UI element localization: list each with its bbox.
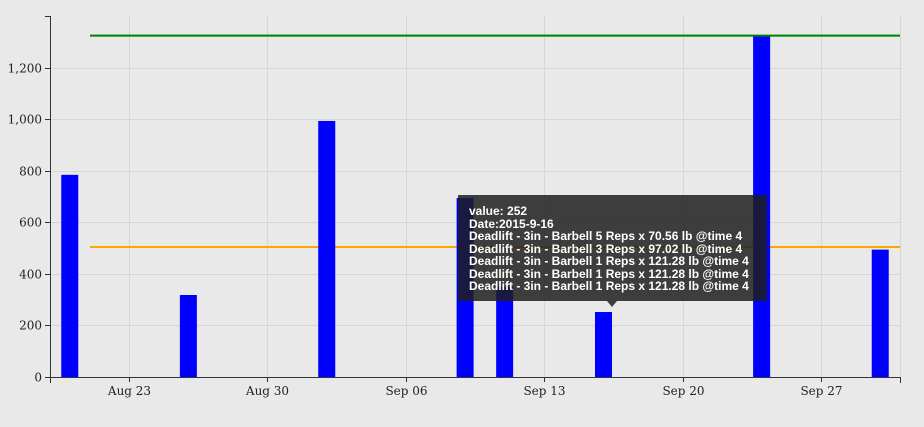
x-tick-label: Sep 20	[662, 384, 704, 398]
bar	[496, 286, 514, 377]
bar	[871, 249, 889, 377]
y-tick-label: 1,200	[8, 62, 42, 76]
bar-tooltip: value: 252 Date:2015-9-16 Deadlift - 3in…	[458, 195, 767, 301]
x-tick-label: Sep 27	[800, 384, 842, 398]
tooltip-line: Date:2015-9-16	[469, 216, 554, 231]
y-tick-label: 0	[34, 371, 42, 385]
tooltip-line: Deadlift - 3in - Barbell 1 Reps x 121.28…	[469, 266, 749, 281]
axes: 0 200 400 600 800 1,000 1,200 Aug 23 Aug 30 Sep 0…	[8, 16, 901, 398]
tooltip-line: Deadlift - 3in - Barbell 1 Reps x 121.28…	[469, 279, 749, 293]
tooltip-line: Deadlift - 3in - Barbell 3 Reps x 97.02 …	[469, 241, 743, 256]
x-tick-label: Sep 06	[385, 384, 427, 398]
bar	[318, 120, 336, 377]
y-tick-label: 400	[19, 268, 42, 282]
bar	[61, 174, 79, 377]
bar	[594, 312, 612, 377]
y-tick-label: 200	[19, 319, 42, 333]
tooltip-line: Deadlift - 3in - Barbell 5 Reps x 70.56 …	[469, 229, 743, 243]
tooltip-line: Deadlift - 3in - Barbell 1 Reps x 121.28…	[469, 254, 749, 268]
y-tick-label: 800	[19, 165, 42, 179]
grid-lines	[50, 16, 901, 377]
x-tick-label: Aug 30	[245, 384, 289, 398]
y-tick-label: 600	[19, 216, 42, 230]
x-tick-label: Sep 13	[523, 384, 565, 398]
x-tick-label: Aug 23	[107, 384, 151, 398]
tooltip-line: value: 252	[469, 204, 528, 218]
tooltip-arrow	[607, 301, 617, 307]
y-tick-label: 1,000	[8, 113, 42, 127]
bar	[179, 295, 197, 377]
